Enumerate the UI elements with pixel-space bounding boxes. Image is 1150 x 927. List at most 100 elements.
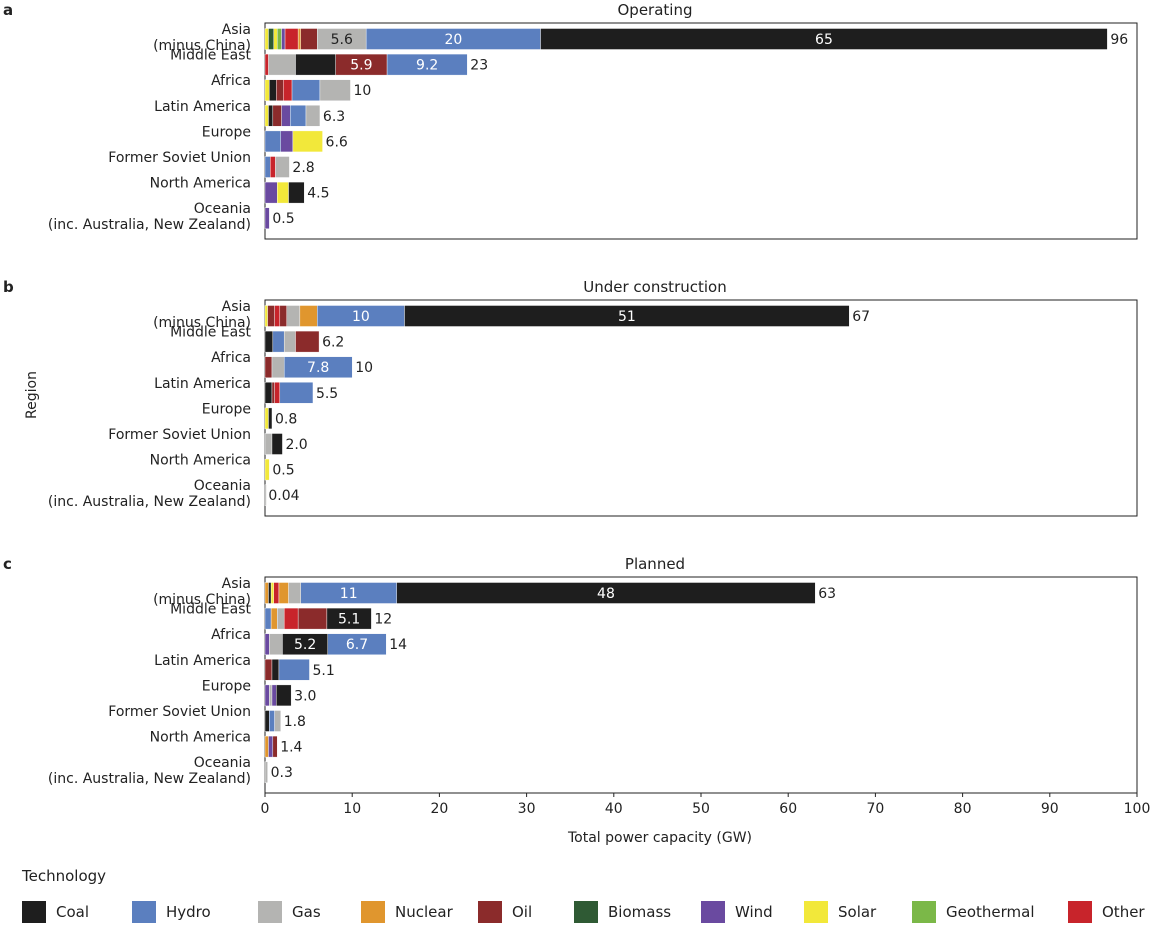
bar-segment-coal [271,659,280,681]
x-tick-label: 90 [1041,801,1059,817]
region-label: North America [150,453,251,469]
segment-label: 65 [815,32,833,48]
legend-item-biomass: Biomass [574,900,671,924]
bar-total-label: 0.8 [275,411,297,427]
panel-title-a: Operating [618,1,693,19]
region-label: Former Soviet Union [108,150,251,166]
legend-item-nuclear: Nuclear [361,900,453,924]
bar-total-label: 67 [852,309,870,325]
region-label: North America [150,730,251,746]
bar-segment-gas [268,53,296,76]
legend-swatch-coal [22,901,46,923]
bar-segment-coal [404,305,850,327]
bar-total-label: 96 [1110,32,1128,48]
bar-total-label: 0.5 [272,211,294,227]
bar-segment-coal [271,433,283,455]
legend-item-coal: Coal [22,900,89,924]
panel-letter-b: b [3,278,14,296]
legend-item-wind: Wind [701,900,773,924]
bar-segment-gas [274,710,281,732]
legend-item-other: Other [1068,900,1145,924]
bar-segment-gas [319,79,351,101]
region-label: Middle East [170,325,251,341]
bar-total-label: 10 [353,83,371,99]
bar-segment-hydro [283,356,353,378]
technology-legend: Technology Coal Hydro Gas Nuclear Oil Bi… [20,866,1150,927]
bar-segment-hydro [269,710,275,732]
bar-total-label: 6.6 [326,134,348,150]
bar-segment-gas [277,607,285,630]
bar-segment-wind [264,684,270,707]
region-label: Middle East [170,602,251,618]
bar-segment-solar [273,28,278,50]
bar-segment-solar [277,181,289,204]
legend-label-wind: Wind [735,903,773,921]
bar-segment-oil [279,305,288,327]
legend-swatch-oil [478,901,502,923]
segment-label: 5.6 [331,32,353,48]
bar-total-label: 5.1 [312,663,334,679]
bar-segment-coal [326,607,372,630]
bar-segment-gas [286,305,301,327]
bar-segment-solar [264,407,269,430]
panel-title-c: Planned [625,555,685,573]
bar-segment-solar [270,582,274,604]
region-label: Former Soviet Union [108,427,251,443]
bar-total-label: 14 [389,637,407,653]
bar-segment-solar [292,130,323,153]
region-label: Former Soviet Union [108,704,251,720]
bar-segment-wind [281,105,291,127]
region-label: Europe [202,678,251,694]
region-label: Latin America [154,653,251,669]
region-label: (minus China) [153,38,251,54]
legend-swatch-gas [258,901,282,923]
bar-segment-other [264,53,269,76]
x-tick-label: 60 [779,801,797,817]
bar-segment-gas [305,105,321,127]
legend-swatch-nuclear [361,901,385,923]
bar-segment-coal [268,407,273,430]
bar-segment-geothermal [277,28,282,50]
bar-segment-other [284,28,299,50]
panel-letter-c: c [3,555,12,573]
segment-label: 7.8 [307,360,329,376]
bar-segment-hydro [291,79,321,101]
region-label: Latin America [154,376,251,392]
bar-segment-oil [264,659,273,681]
region-label: Oceania [194,201,251,217]
region-label: (inc. Australia, New Zealand) [48,217,251,233]
region-label: Asia [222,299,251,315]
bar-segment-wind [281,28,286,50]
bar-segment-wind [264,207,270,229]
bar-segment-nuclear [264,735,269,758]
panel-frame-c [264,576,1138,794]
bar-total-label: 2.8 [292,160,314,176]
legend-item-solar: Solar [804,900,876,924]
bar-segment-wind [271,684,277,707]
bar-total-label: 6.2 [322,335,344,351]
panel-frame-b [264,299,1138,517]
bar-segment-oil [297,607,328,630]
bar-segment-nuclear [270,607,278,630]
bar-segment-hydro [290,105,307,127]
bar-total-label: 4.5 [307,186,329,202]
legend-label-gas: Gas [292,903,321,921]
x-tick-label: 80 [954,801,972,817]
bar-segment-wind [268,735,274,758]
region-label: Oceania [194,755,251,771]
bar-segment-gas [264,761,268,783]
segment-label: 9.2 [416,58,438,74]
bar-segment-gas [288,582,301,604]
bar-segment-biomass [268,28,274,50]
region-label: Middle East [170,48,251,64]
legend-label-biomass: Biomass [608,903,672,921]
bar-total-label: 12 [374,612,392,628]
legend-item-hydro: Hydro [132,900,211,924]
bar-segment-solar [264,105,269,127]
bar-segment-oil [295,330,320,353]
bar-segment-oil [276,79,284,101]
bar-segment-coal [264,382,273,404]
bar-segment-oil [271,382,275,404]
segment-label: 48 [597,586,615,602]
